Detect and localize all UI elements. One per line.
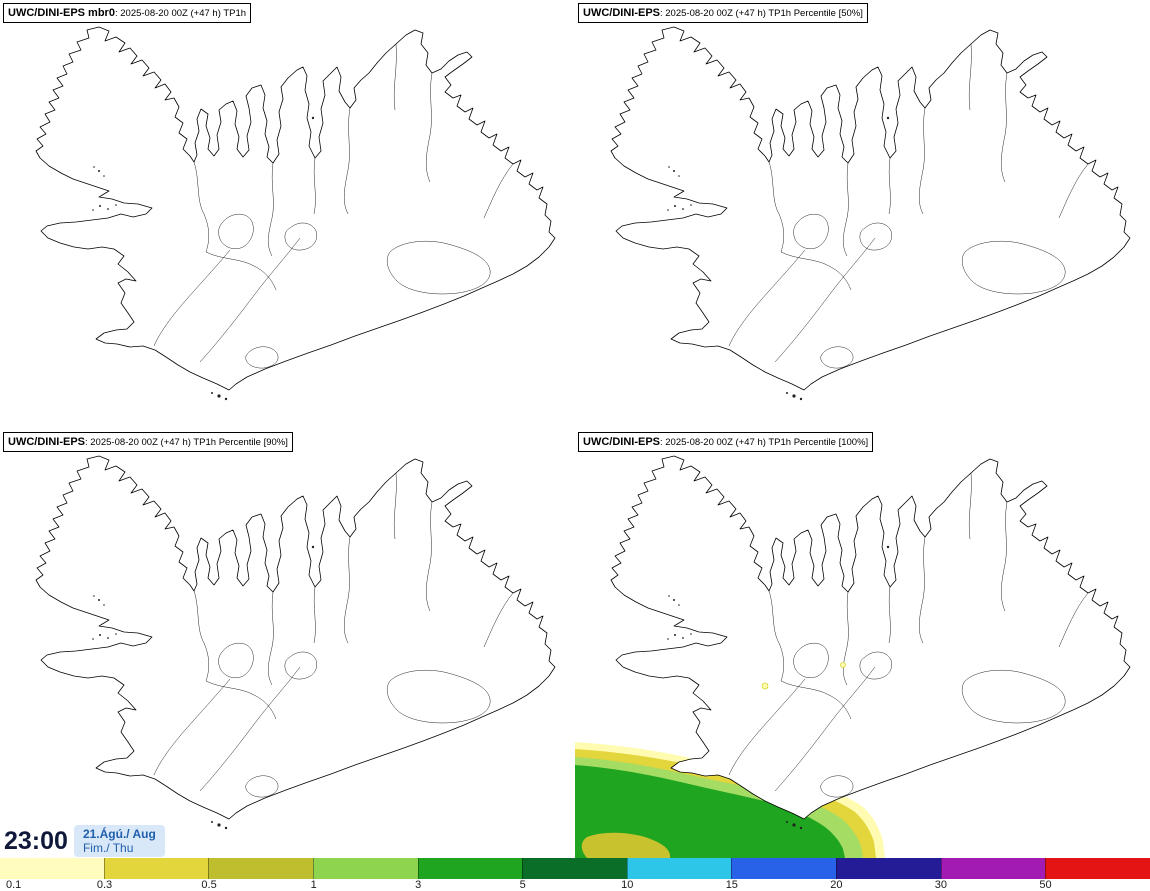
iceland-map-member-0 <box>35 26 556 401</box>
colorbar-label: 5 <box>519 879 526 891</box>
colorbar-segment <box>940 858 1046 879</box>
run-info: : 2025-08-20 00Z (+47 h) TP1h Percentile… <box>660 8 863 19</box>
run-info: : 2025-08-20 00Z (+47 h) TP1h Percentile… <box>85 437 288 448</box>
colorbar-label: 0.3 <box>96 879 113 891</box>
run-info: : 2025-08-20 00Z (+47 h) TP1h Percentile… <box>660 437 869 448</box>
colorbar-segment <box>0 858 104 879</box>
colorbar-segment <box>103 858 209 879</box>
colorbar-label: 0.5 <box>201 879 217 891</box>
model-name: UWC/DINI-EPS <box>583 7 660 19</box>
colorbar-label: 3 <box>415 879 422 891</box>
panel-title: UWC/DINI-EPS: 2025-08-20 00Z (+47 h) TP1… <box>3 432 293 452</box>
valid-date-box: 21.Ágú./ Aug Fim./ Thu <box>73 825 165 857</box>
colorbar-segment <box>731 858 837 879</box>
valid-date: 21.Ágú./ Aug <box>82 827 156 841</box>
colorbar-segment <box>836 858 941 879</box>
colorbar-label: 30 <box>934 879 948 891</box>
valid-time-display: 23:00 21.Ágú./ Aug Fim./ Thu <box>4 825 165 857</box>
panel-percentile-90: UWC/DINI-EPS: 2025-08-20 00Z (+47 h) TP1… <box>0 429 575 858</box>
colorbar-segment <box>1045 858 1150 879</box>
iceland-map-percentile-90 <box>35 455 556 830</box>
iceland-map-percentile-100 <box>575 455 1131 858</box>
colorbar-segment <box>626 858 732 879</box>
precipitation-specks <box>761 662 846 690</box>
colorbar-label: 10 <box>621 879 634 891</box>
colorbar-segment <box>522 858 627 879</box>
colorbar-segment <box>208 858 313 879</box>
colorbar-label: 20 <box>830 879 843 891</box>
run-info: : 2025-08-20 00Z (+47 h) TP1h <box>114 8 247 19</box>
maps-grid: UWC/DINI-EPS mbr0: 2025-08-20 00Z (+47 h… <box>0 0 1150 858</box>
colorbar-segment <box>417 858 523 879</box>
panel-title: UWC/DINI-EPS: 2025-08-20 00Z (+47 h) TP1… <box>578 3 868 23</box>
colorbar <box>0 858 1150 879</box>
model-name: UWC/DINI-EPS mbr0 <box>8 7 115 19</box>
colorbar-label: 0.1 <box>6 879 22 891</box>
valid-time-clock: 23:00 <box>4 826 68 855</box>
colorbar-label: 50 <box>1039 879 1052 891</box>
colorbar-label: 1 <box>310 879 317 891</box>
panel-title: UWC/DINI-EPS mbr0: 2025-08-20 00Z (+47 h… <box>3 3 252 23</box>
iceland-map-percentile-50 <box>610 26 1131 401</box>
model-name: UWC/DINI-EPS <box>583 436 660 448</box>
valid-day: Fim./ Thu <box>82 841 134 855</box>
colorbar-labels: 0.1 0.3 0.5 1 3 5 10 15 20 30 50 <box>0 879 1150 891</box>
panel-percentile-100: UWC/DINI-EPS: 2025-08-20 00Z (+47 h) TP1… <box>575 429 1150 858</box>
panel-member-0: UWC/DINI-EPS mbr0: 2025-08-20 00Z (+47 h… <box>0 0 575 429</box>
panel-title: UWC/DINI-EPS: 2025-08-20 00Z (+47 h) TP1… <box>578 432 874 452</box>
model-name: UWC/DINI-EPS <box>8 436 85 448</box>
colorbar-label: 15 <box>725 879 738 891</box>
panel-percentile-50: UWC/DINI-EPS: 2025-08-20 00Z (+47 h) TP1… <box>575 0 1150 429</box>
colorbar-segment <box>312 858 418 879</box>
